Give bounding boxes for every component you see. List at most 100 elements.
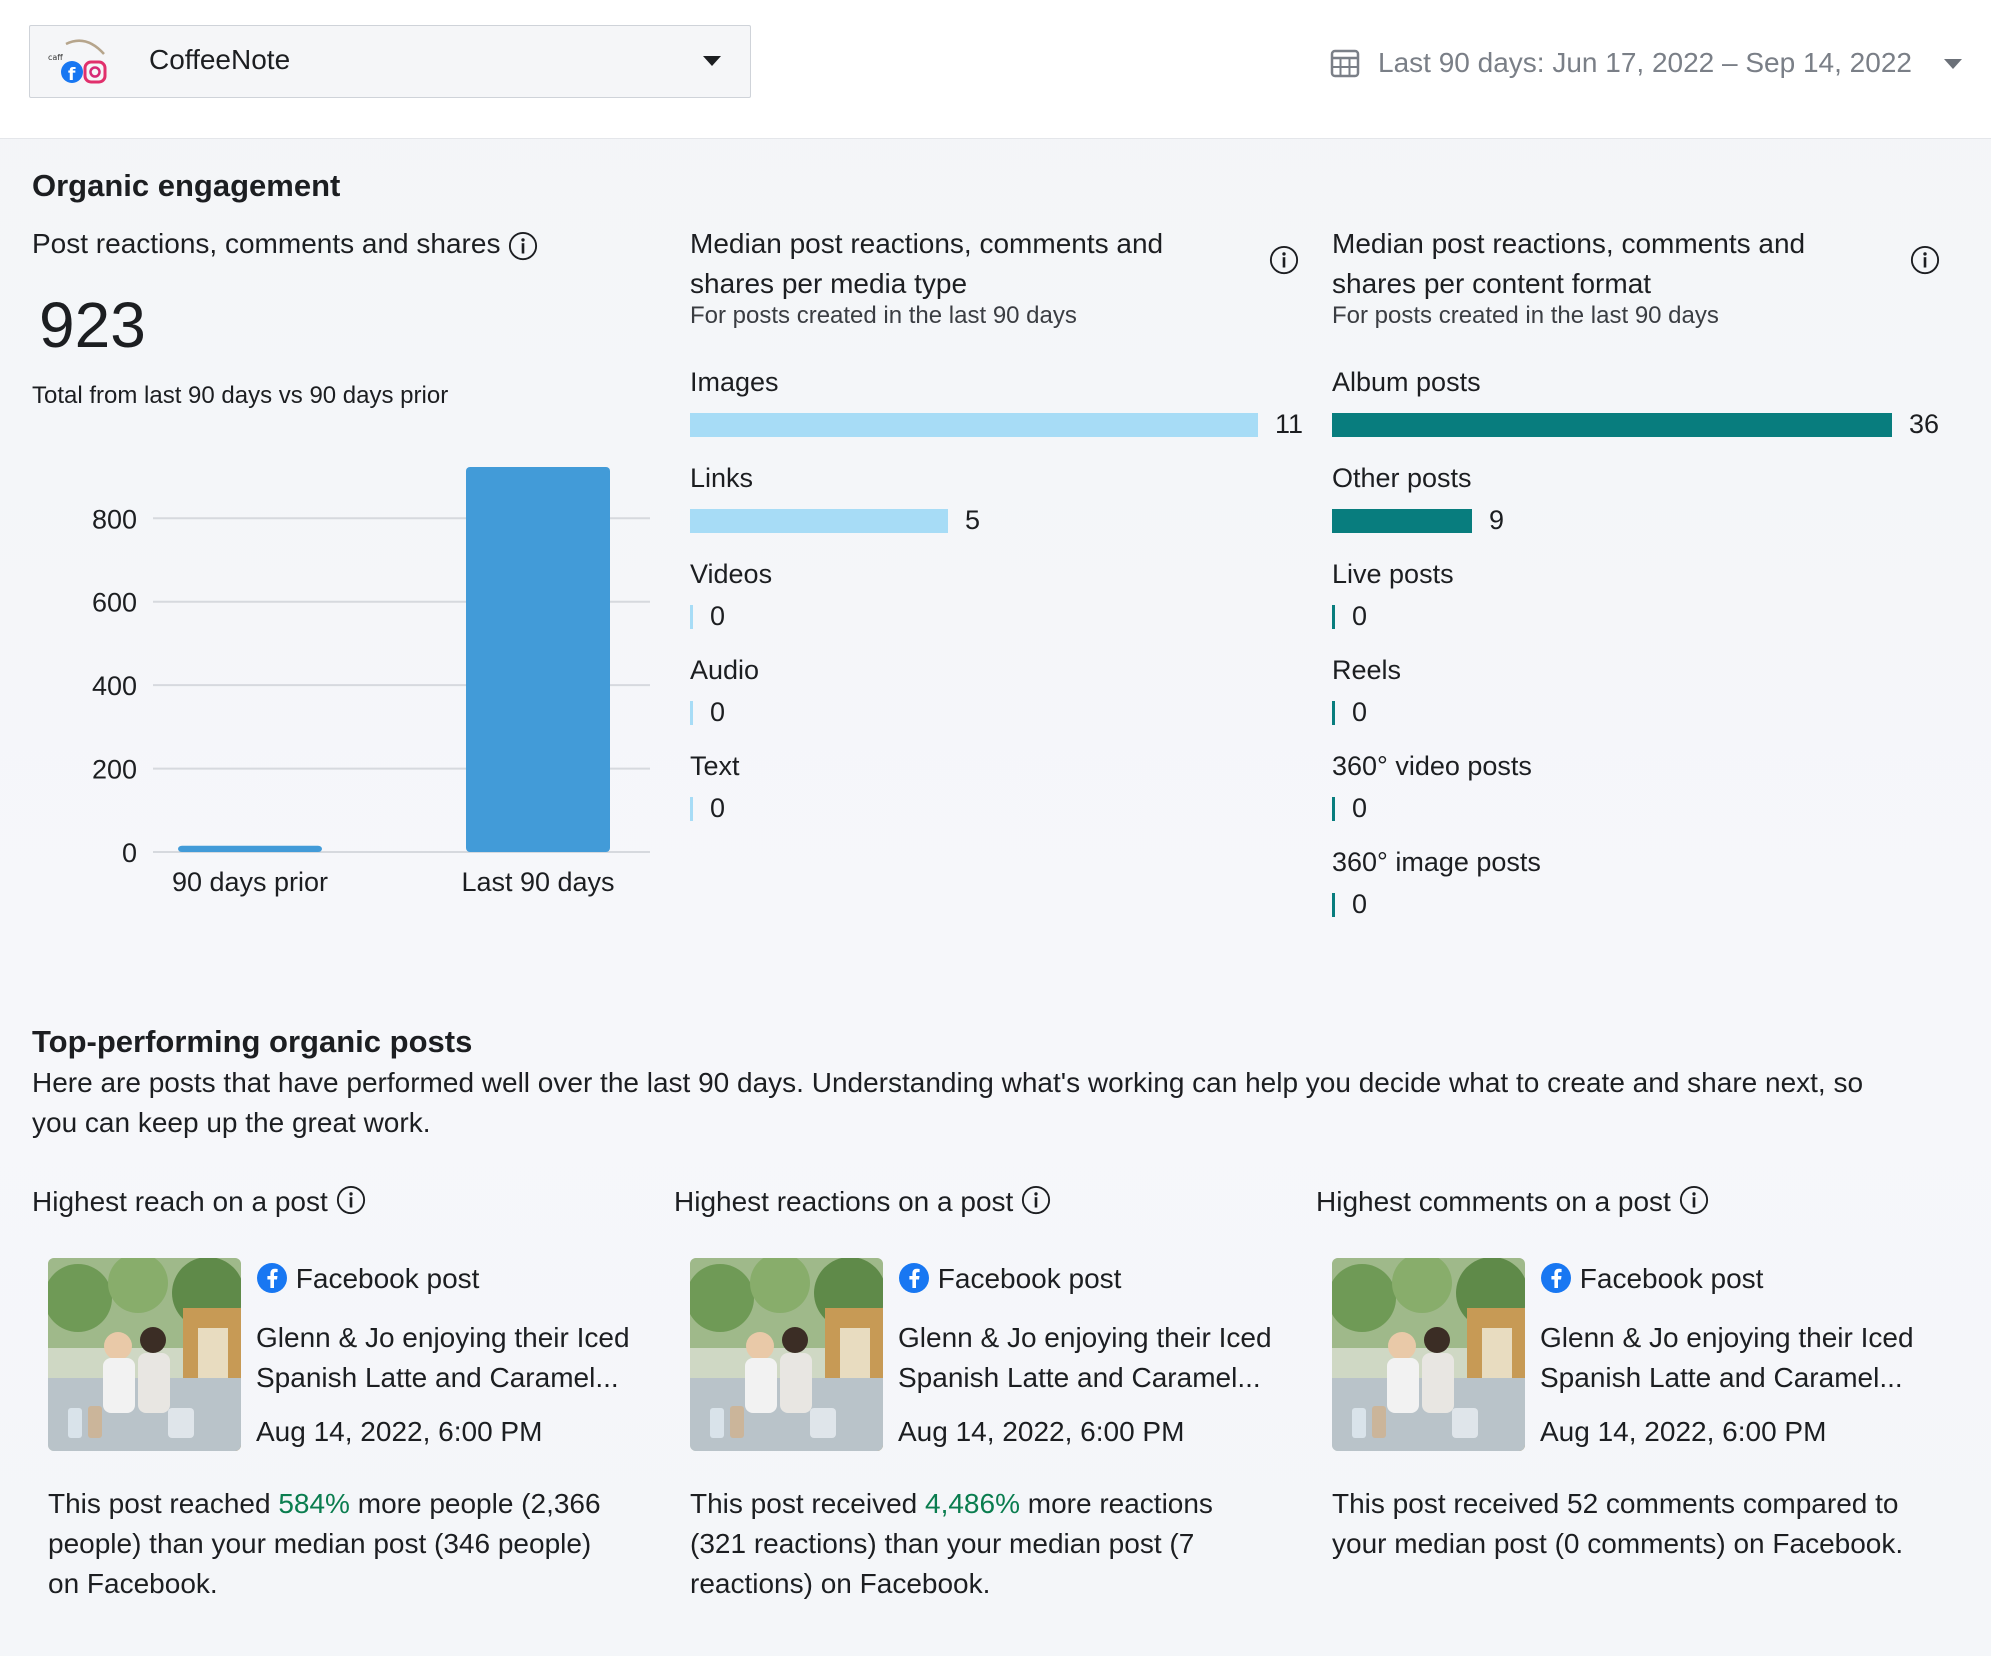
- card-heading: Highest reach on a post: [32, 1185, 366, 1218]
- info-icon[interactable]: [336, 1185, 366, 1215]
- post-text-line2: Spanish Latte and Caramel...: [1540, 1362, 1903, 1393]
- bar: [466, 467, 610, 852]
- post-date: Aug 14, 2022, 6:00 PM: [1540, 1416, 1827, 1447]
- chevron-down-icon[interactable]: [1944, 59, 1962, 69]
- post-text-line1: Glenn & Jo enjoying their Iced: [898, 1322, 1272, 1353]
- bar-row-label: Audio: [690, 655, 760, 685]
- summary-suffix: more people (2,366: [349, 1488, 601, 1519]
- section-title-organic: Organic engagement: [32, 168, 341, 203]
- calendar-icon[interactable]: [1330, 48, 1360, 78]
- account-selector[interactable]: caff f CoffeeNote: [29, 25, 751, 98]
- bar-row-label: Images: [690, 367, 779, 397]
- bar-row-label: Videos: [690, 559, 773, 589]
- svg-text:f: f: [68, 65, 76, 85]
- bar-row-value: 0: [710, 697, 726, 727]
- total-value: 923: [39, 289, 146, 361]
- account-logo-icon: caff f: [48, 39, 107, 85]
- post-thumbnail-frame[interactable]: [690, 1258, 883, 1451]
- post-source-label: Facebook post: [1579, 1263, 1764, 1294]
- bar-row-value: 0: [1352, 793, 1368, 823]
- bar-row-bar: [690, 509, 948, 533]
- bar-row-bar: [1332, 893, 1335, 917]
- facebook-icon: [1541, 1263, 1571, 1293]
- bar-row-bar: [1332, 509, 1472, 533]
- bar-row-value: 36: [1909, 409, 1940, 439]
- post-thumbnail[interactable]: [690, 1258, 883, 1451]
- content-format-subtitle: For posts created in the last 90 days: [1332, 302, 1719, 329]
- post-source: Facebook post: [1540, 1262, 1763, 1295]
- content-format-title-line2: shares per content format: [1332, 268, 1652, 299]
- bar-row-label: Other posts: [1332, 463, 1472, 493]
- y-tick-label: 800: [92, 504, 137, 534]
- chevron-down-icon[interactable]: [703, 56, 721, 66]
- y-tick-label: 200: [92, 755, 137, 785]
- y-tick-label: 0: [122, 838, 137, 868]
- total-caption: Total from last 90 days vs 90 days prior: [32, 382, 449, 409]
- bar-row-value: 0: [710, 601, 726, 631]
- summary-prefix: This post received: [690, 1488, 925, 1519]
- facebook-icon: [899, 1263, 929, 1293]
- bar-row-label: Text: [690, 751, 740, 781]
- post-text-line2: Spanish Latte and Caramel...: [256, 1362, 619, 1393]
- post-summary-line2: your median post (0 comments) on Faceboo…: [1332, 1528, 1904, 1559]
- post-text-line1: Glenn & Jo enjoying their Iced: [256, 1322, 630, 1353]
- bar-row-label: 360° image posts: [1332, 847, 1541, 877]
- summary-prefix: This post received 52 comments compared …: [1332, 1488, 1899, 1519]
- post-summary-line2: people) than your median post (346 peopl…: [48, 1528, 592, 1559]
- post-date: Aug 14, 2022, 6:00 PM: [256, 1416, 543, 1447]
- post-summary-line1: This post reached 584% more people (2,36…: [48, 1484, 601, 1524]
- top-bar: caff f CoffeeNote Last 90 days: Jun 17, …: [0, 0, 1991, 139]
- post-summary-line3: reactions) on Facebook.: [690, 1568, 991, 1599]
- post-text[interactable]: Glenn & Jo enjoying their Iced Spanish L…: [898, 1318, 1272, 1398]
- bar-row-value: 9: [1489, 505, 1505, 535]
- content-format-title: Median post reactions, comments and shar…: [1332, 224, 1805, 304]
- post-summary: This post reached 584% more people (2,36…: [48, 1484, 601, 1604]
- post-thumbnail-frame[interactable]: [48, 1258, 241, 1451]
- total-label: Post reactions, comments and shares: [32, 228, 538, 261]
- bar-row-label: Album posts: [1332, 367, 1481, 397]
- post-text[interactable]: Glenn & Jo enjoying their Iced Spanish L…: [1540, 1318, 1914, 1398]
- info-icon[interactable]: [1269, 245, 1299, 275]
- post-thumbnail-frame[interactable]: [1332, 1258, 1525, 1451]
- post-summary-line1: This post received 4,486% more reactions: [690, 1484, 1213, 1524]
- post-summary-line1: This post received 52 comments compared …: [1332, 1484, 1903, 1524]
- y-tick-label: 600: [92, 588, 137, 618]
- comparison-bar-chart: 0 200 400 600 800 90 days prior Last 90 days: [92, 467, 650, 897]
- media-type-title: Median post reactions, comments and shar…: [690, 224, 1163, 304]
- card-heading: Highest comments on a post: [1316, 1185, 1709, 1218]
- post-text-line2: Spanish Latte and Caramel...: [898, 1362, 1261, 1393]
- post-text-line1: Glenn & Jo enjoying their Iced: [1540, 1322, 1914, 1353]
- total-label-text: Post reactions, comments and shares: [32, 228, 501, 259]
- svg-text:caff: caff: [48, 53, 63, 62]
- bar-row-bar: [690, 797, 693, 821]
- post-source: Facebook post: [256, 1262, 479, 1295]
- post-summary: This post received 52 comments compared …: [1332, 1484, 1903, 1564]
- bar-row-label: Links: [690, 463, 754, 493]
- card-heading: Highest reactions on a post: [674, 1185, 1051, 1218]
- section-title-top-posts: Top-performing organic posts: [32, 1024, 473, 1059]
- post-text[interactable]: Glenn & Jo enjoying their Iced Spanish L…: [256, 1318, 630, 1398]
- bar-row-bar: [690, 605, 693, 629]
- top-posts-desc-line1: Here are posts that have performed well …: [32, 1067, 1864, 1098]
- info-icon[interactable]: [1910, 245, 1940, 275]
- bar: [178, 845, 322, 852]
- bar-row-label: Reels: [1332, 655, 1402, 685]
- post-thumbnail[interactable]: [48, 1258, 241, 1451]
- bar-row-bar: [1332, 797, 1335, 821]
- bar-row-bar: [1332, 701, 1335, 725]
- post-summary: This post received 4,486% more reactions…: [690, 1484, 1213, 1604]
- info-icon[interactable]: [1679, 1185, 1709, 1215]
- info-icon[interactable]: [1021, 1185, 1051, 1215]
- post-source-label: Facebook post: [295, 1263, 480, 1294]
- info-icon[interactable]: [508, 231, 538, 261]
- date-range-selector[interactable]: Last 90 days: Jun 17, 2022 – Sep 14, 202…: [1378, 47, 1912, 78]
- summary-highlight: 584%: [278, 1488, 350, 1519]
- bar-row-value: 0: [710, 793, 726, 823]
- top-posts-desc-line2: you can keep up the great work.: [32, 1107, 431, 1138]
- x-tick-label: 90 days prior: [172, 867, 328, 897]
- bar-row-bar: [690, 701, 693, 725]
- x-tick-label: Last 90 days: [461, 867, 614, 897]
- bar-row-label: Live posts: [1332, 559, 1454, 589]
- post-thumbnail[interactable]: [1332, 1258, 1525, 1451]
- facebook-icon: [257, 1263, 287, 1293]
